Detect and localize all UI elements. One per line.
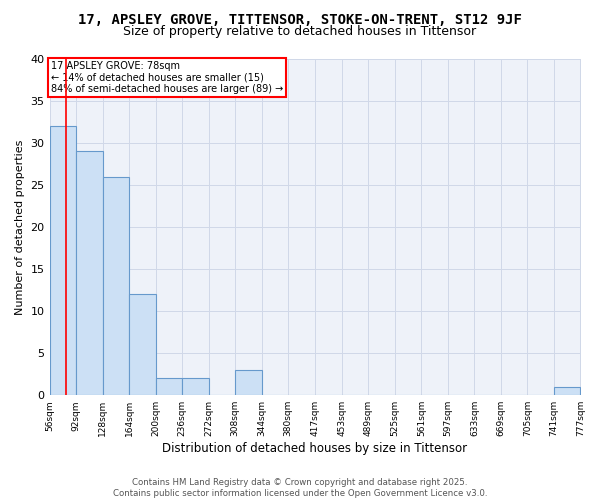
Bar [129,294,155,395]
Text: Size of property relative to detached houses in Tittensor: Size of property relative to detached ho… [124,25,476,38]
Bar [235,370,262,395]
Bar [50,126,76,395]
Y-axis label: Number of detached properties: Number of detached properties [15,140,25,315]
Bar [554,387,580,395]
Bar [182,378,209,395]
Bar [103,176,129,395]
Text: 17, APSLEY GROVE, TITTENSOR, STOKE-ON-TRENT, ST12 9JF: 17, APSLEY GROVE, TITTENSOR, STOKE-ON-TR… [78,12,522,26]
Text: Contains HM Land Registry data © Crown copyright and database right 2025.
Contai: Contains HM Land Registry data © Crown c… [113,478,487,498]
Bar [155,378,182,395]
X-axis label: Distribution of detached houses by size in Tittensor: Distribution of detached houses by size … [163,442,467,455]
Bar [76,152,103,395]
Text: 17 APSLEY GROVE: 78sqm
← 14% of detached houses are smaller (15)
84% of semi-det: 17 APSLEY GROVE: 78sqm ← 14% of detached… [51,60,283,94]
